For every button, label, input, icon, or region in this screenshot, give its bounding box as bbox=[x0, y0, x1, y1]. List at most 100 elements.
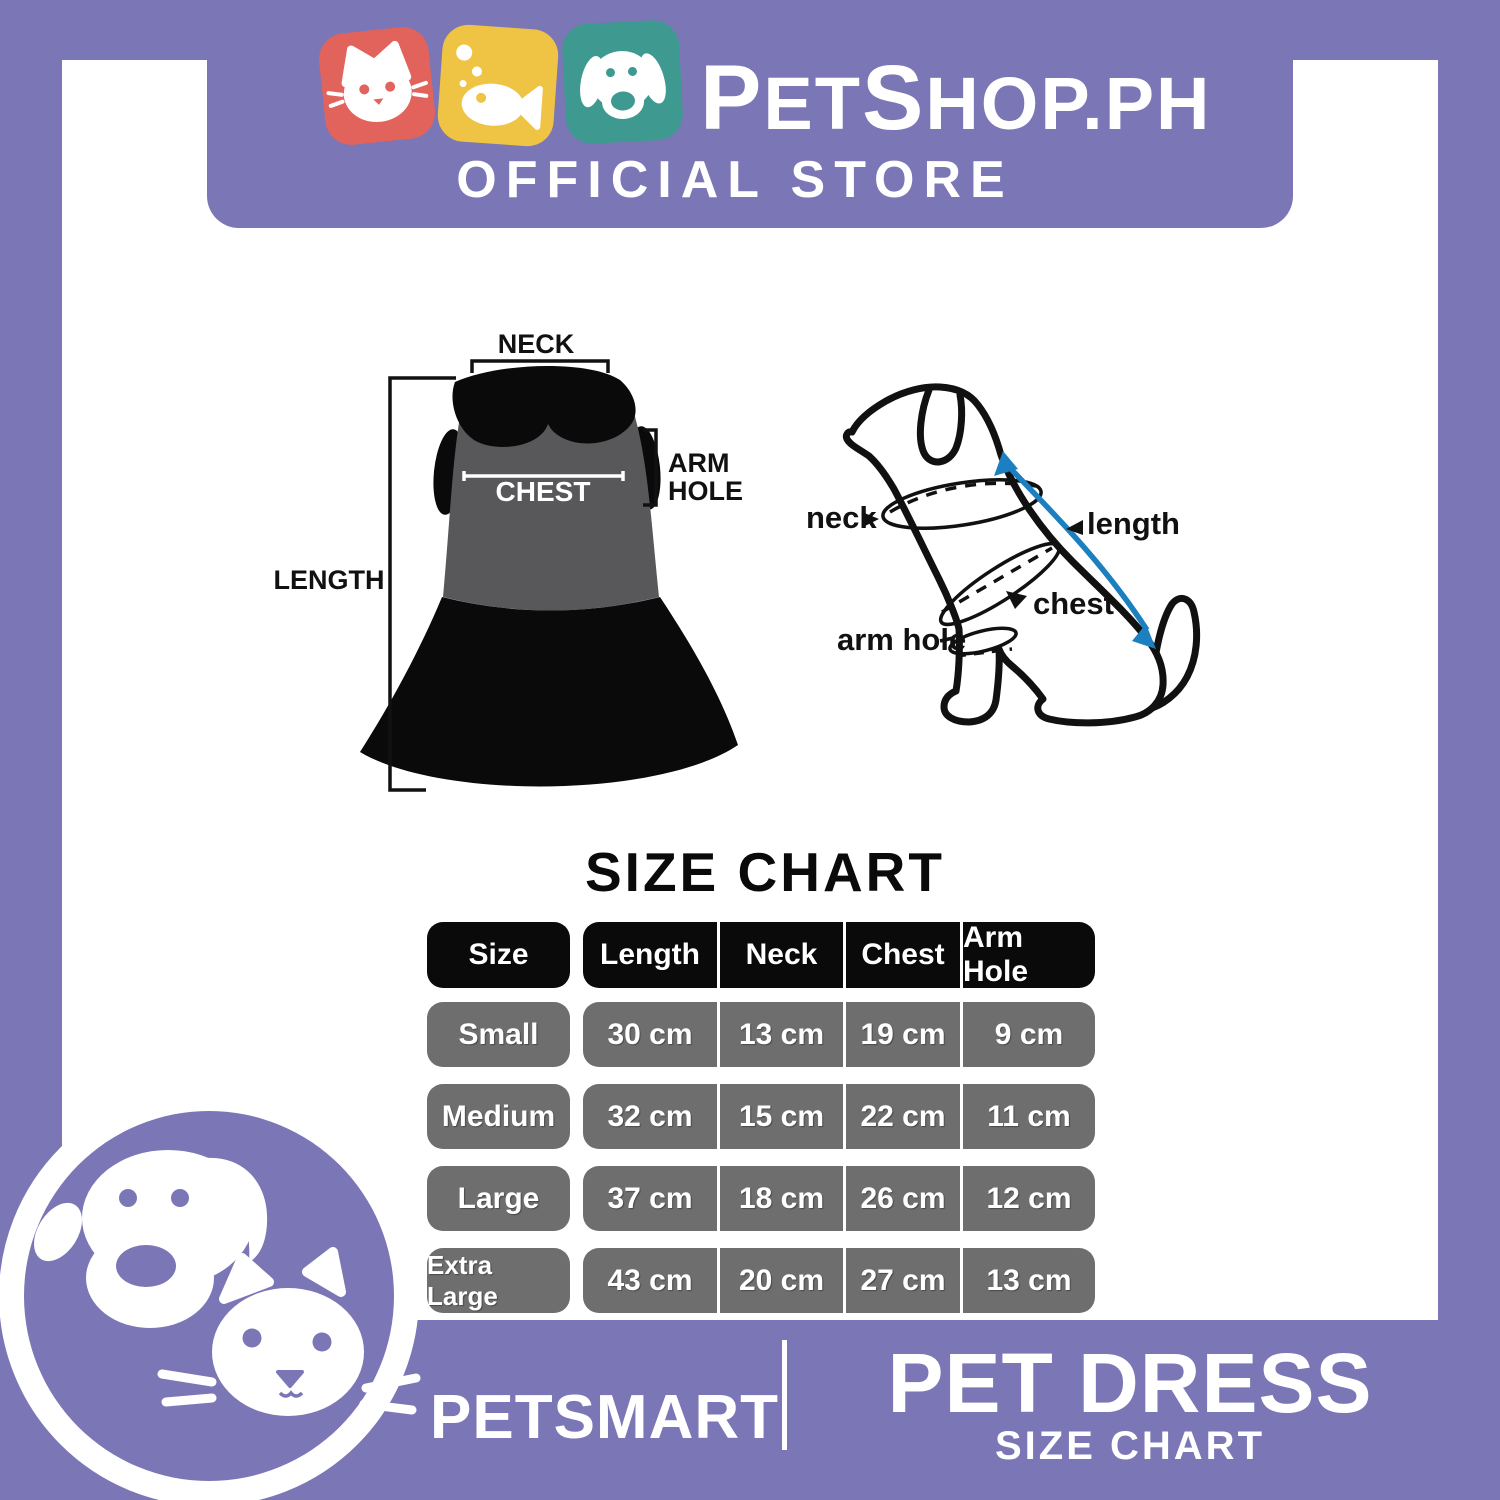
dog-neck-label: neck bbox=[806, 500, 877, 535]
logo-dog-ear-left bbox=[34, 1202, 82, 1262]
brand-part: ET bbox=[763, 62, 862, 145]
value-cell: 12 cm bbox=[963, 1166, 1095, 1231]
logo-dog-eye-right bbox=[171, 1189, 189, 1207]
dress-skirt bbox=[360, 597, 738, 787]
value-cell: 9 cm bbox=[963, 1002, 1095, 1067]
header-cell-neck: Neck bbox=[720, 922, 843, 988]
dress-bodice bbox=[443, 410, 659, 611]
value-cell: 32 cm bbox=[583, 1084, 717, 1149]
header-cell-armhole: Arm Hole bbox=[963, 922, 1095, 988]
value-cell: 43 cm bbox=[583, 1248, 717, 1313]
value-cell: 13 cm bbox=[963, 1248, 1095, 1313]
length-bracket bbox=[388, 376, 456, 792]
row-size-cell: Small bbox=[427, 1002, 570, 1067]
armhole-measure-ellipse bbox=[948, 626, 1018, 656]
row-value-group: 37 cm 18 cm 26 cm 12 cm bbox=[583, 1166, 1095, 1231]
value-cell: 15 cm bbox=[720, 1084, 843, 1149]
logo-cat-whiskers-right bbox=[359, 1373, 421, 1415]
size-chart-title: SIZE CHART bbox=[585, 841, 945, 903]
value-cell: 30 cm bbox=[583, 1002, 717, 1067]
dress-chest-label: CHEST bbox=[496, 476, 591, 507]
logo-dog-eye-left bbox=[119, 1189, 137, 1207]
fish-icon-glyph bbox=[456, 44, 543, 130]
cat-icon-glyph bbox=[326, 40, 429, 123]
header-cell-chest: Chest bbox=[846, 922, 960, 988]
chest-measure-ellipse bbox=[938, 541, 1062, 627]
header-cell-group: Length Neck Chest Arm Hole bbox=[583, 922, 1095, 988]
row-value-group: 32 cm 15 cm 22 cm 11 cm bbox=[583, 1084, 1095, 1149]
neck-measure-ellipse bbox=[881, 478, 1043, 530]
chest-pointer bbox=[1006, 591, 1027, 609]
table-row-small: Small 30 cm 13 cm 19 cm 9 cm bbox=[427, 1002, 1107, 1067]
value-cell: 22 cm bbox=[846, 1084, 960, 1149]
row-value-group: 30 cm 13 cm 19 cm 9 cm bbox=[583, 1002, 1095, 1067]
value-cell: 37 cm bbox=[583, 1166, 717, 1231]
brand-part: HOP.PH bbox=[925, 62, 1212, 145]
logo-cat-nose bbox=[276, 1370, 304, 1388]
dog-measurement-diagram: neck length chest arm hole bbox=[806, 383, 1201, 727]
fish-icon bbox=[436, 23, 560, 148]
row-size-cell: Medium bbox=[427, 1084, 570, 1149]
value-cell: 18 cm bbox=[720, 1166, 843, 1231]
table-header-row: Size Length Neck Chest Arm Hole bbox=[427, 922, 1107, 988]
chest-measure-dashed bbox=[941, 546, 1053, 614]
dog-chest-label: chest bbox=[1033, 586, 1114, 621]
length-pointer bbox=[1066, 520, 1083, 535]
length-arrow bbox=[1008, 466, 1150, 632]
right-border bbox=[1438, 0, 1500, 1500]
dog-length-label: length bbox=[1087, 506, 1180, 541]
header-label: Size bbox=[468, 938, 529, 971]
brand-part: S bbox=[861, 47, 926, 149]
product-name: PET DRESS bbox=[887, 1336, 1373, 1430]
dog-ear bbox=[916, 386, 966, 466]
brand-logo-text: PETSHOP.PH bbox=[700, 46, 1220, 149]
logo-cat-whiskers-left bbox=[157, 1369, 217, 1407]
armhole-pointer bbox=[939, 636, 954, 643]
dog-icon-glyph bbox=[580, 51, 666, 120]
row-size-cell: Extra Large bbox=[427, 1248, 570, 1313]
length-arrow-head-top bbox=[994, 451, 1018, 476]
neck-bracket bbox=[470, 359, 610, 373]
neck-pointer bbox=[862, 512, 879, 527]
value-cell: 26 cm bbox=[846, 1166, 960, 1231]
cat-icon bbox=[316, 24, 438, 148]
dress-armhole-label-1: ARM bbox=[668, 448, 730, 478]
logo-dog-nose bbox=[116, 1245, 176, 1287]
product-subtitle: SIZE CHART bbox=[995, 1424, 1265, 1468]
header-cell-size: Size bbox=[427, 922, 570, 988]
row-value-group: 43 cm 20 cm 27 cm 13 cm bbox=[583, 1248, 1095, 1313]
brand-part: P bbox=[700, 47, 764, 149]
petshop-circle-logo bbox=[0, 1086, 421, 1500]
value-cell: 11 cm bbox=[963, 1084, 1095, 1149]
logo-cat-eye-right bbox=[312, 1332, 332, 1352]
dog-body-outline bbox=[842, 383, 1167, 727]
logo-cat-eye-left bbox=[242, 1328, 262, 1348]
dress-armhole-label-2: HOLE bbox=[668, 476, 743, 506]
header-cell-length: Length bbox=[583, 922, 717, 988]
value-cell: 13 cm bbox=[720, 1002, 843, 1067]
dress-length-label: LENGTH bbox=[274, 565, 385, 595]
value-cell: 19 cm bbox=[846, 1002, 960, 1067]
dog-icon bbox=[560, 19, 685, 145]
store-name: PETSMART bbox=[430, 1383, 779, 1452]
armhole-measure-dashed bbox=[955, 647, 1013, 658]
value-cell: 20 cm bbox=[720, 1248, 843, 1313]
logo-cat-head bbox=[212, 1288, 364, 1416]
table-row-extra-large: Extra Large 43 cm 20 cm 27 cm 13 cm bbox=[427, 1248, 1107, 1313]
value-cell: 27 cm bbox=[846, 1248, 960, 1313]
logo-cat-mouth bbox=[278, 1390, 304, 1398]
footer-divider bbox=[782, 1340, 787, 1450]
logo-cat-ear-right bbox=[302, 1247, 346, 1297]
logo-ring bbox=[0, 1086, 419, 1500]
dress-measurement-diagram: NECK LENGTH CHEST ARM HOLE bbox=[274, 329, 743, 792]
logo-dog-ear-right bbox=[206, 1157, 268, 1262]
row-size-cell: Large bbox=[427, 1166, 570, 1231]
table-row-medium: Medium 32 cm 15 cm 22 cm 11 cm bbox=[427, 1084, 1107, 1149]
logo-cat-ear-left bbox=[219, 1253, 274, 1304]
dress-collar bbox=[452, 365, 636, 447]
dress-neck-label: NECK bbox=[498, 329, 575, 359]
armhole-bracket bbox=[643, 428, 658, 507]
dog-armhole-label: arm hole bbox=[837, 622, 966, 657]
chest-line bbox=[462, 471, 625, 481]
length-arrow-head-bottom bbox=[1132, 624, 1156, 649]
